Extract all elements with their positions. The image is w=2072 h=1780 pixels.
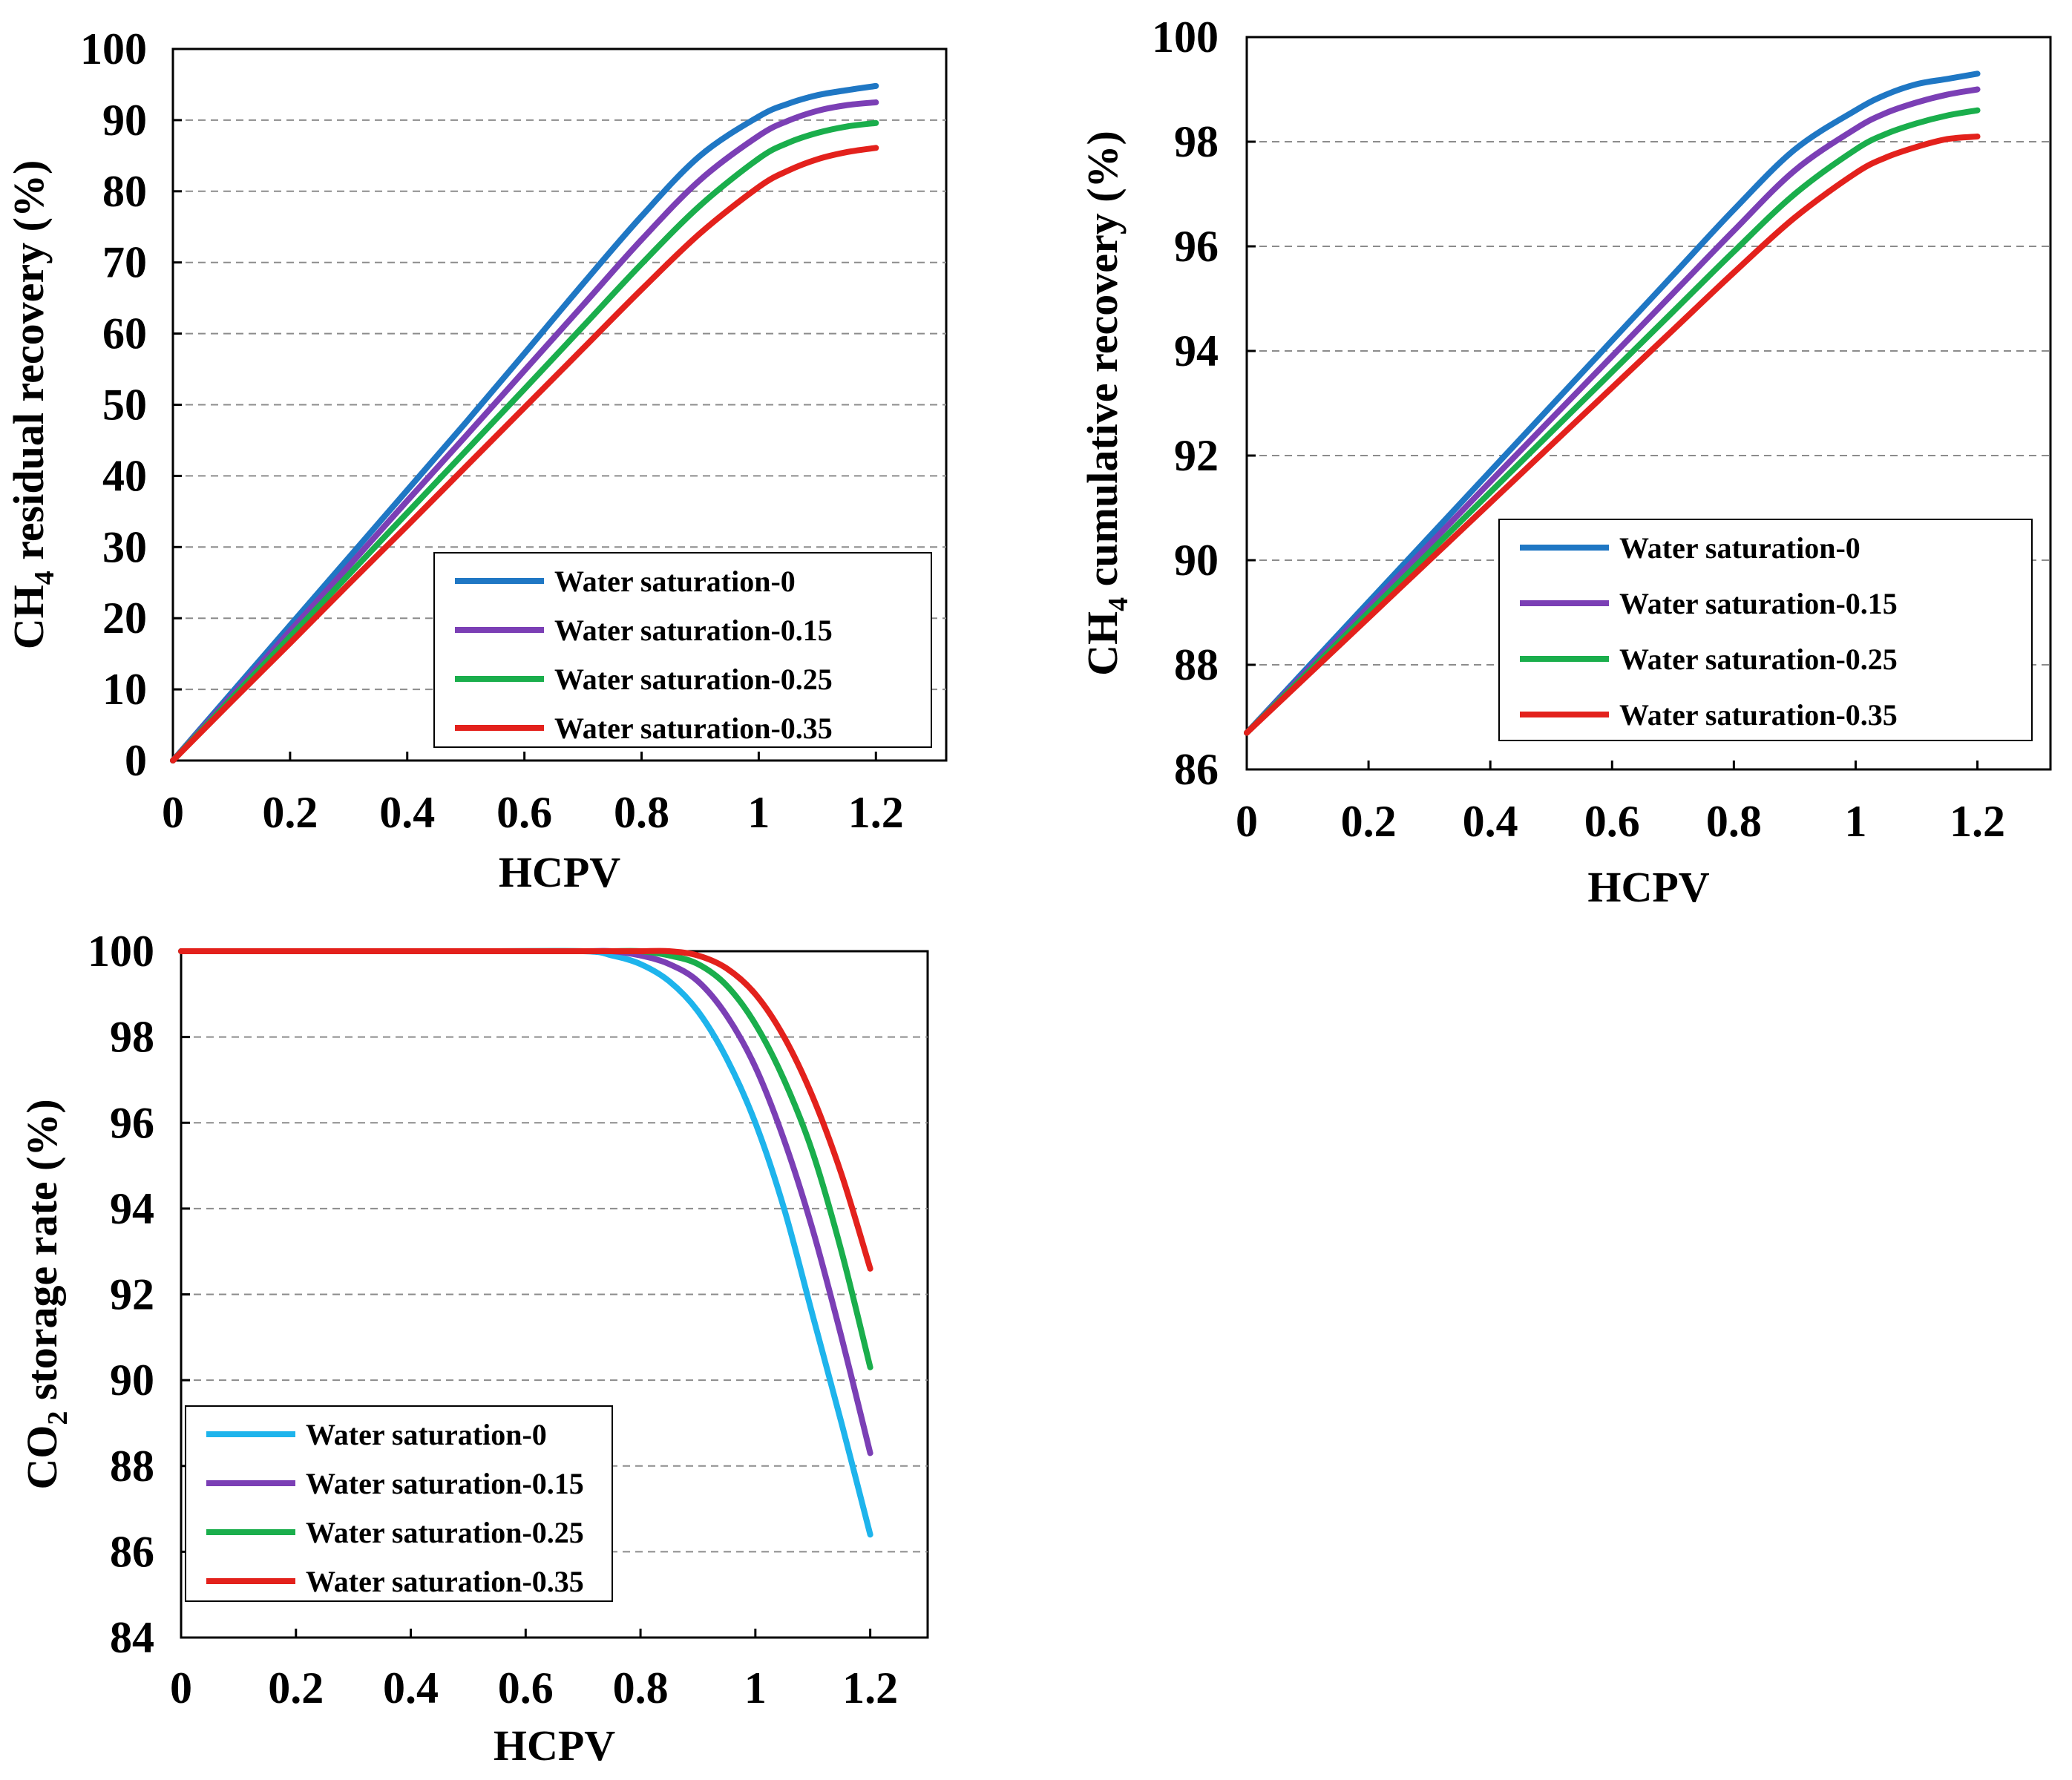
legend-label: Water saturation-0.35 xyxy=(1619,698,1898,732)
y-tick-label: 88 xyxy=(1174,640,1219,689)
y-tick-label: 92 xyxy=(1174,431,1219,480)
y-axis-title: CH4 residual recovery (%) xyxy=(4,160,60,650)
y-tick-label: 84 xyxy=(110,1613,154,1662)
x-tick-label: 0.4 xyxy=(1463,797,1518,846)
x-tick-label: 1.2 xyxy=(848,788,904,837)
y-tick-label: 90 xyxy=(1174,536,1219,585)
chart-panel-c: 84 86 88 90 92 94 96 98 100 0 0.2 0.4 0.6 0.8 1 1.2 Wate… xyxy=(18,927,929,1770)
x-tick-label: 1.2 xyxy=(842,1664,898,1712)
legend-label: Water saturation-0 xyxy=(554,565,796,598)
y-tick-label: 50 xyxy=(102,381,147,430)
legend-label: Water saturation-0.25 xyxy=(554,663,833,696)
x-axis-title: HCPV xyxy=(499,848,620,896)
legend-label: Water saturation-0.15 xyxy=(1619,587,1898,620)
legend-label: Water saturation-0.15 xyxy=(554,614,833,647)
y-tick-label: 80 xyxy=(102,167,147,216)
legend: Water saturation-0 Water saturation-0.15 W… xyxy=(185,1405,613,1602)
y-tick-label: 70 xyxy=(102,238,147,287)
series-line-3 xyxy=(1244,133,1981,736)
y-tick-label: 98 xyxy=(110,1013,154,1062)
x-tick-label: 0 xyxy=(170,1664,192,1712)
x-tick-label: 0.2 xyxy=(268,1664,324,1712)
legend-label: Water saturation-0 xyxy=(306,1418,547,1451)
x-tick-label: 0 xyxy=(1236,797,1258,846)
y-tick-label: 96 xyxy=(110,1098,154,1147)
x-axis-title: HCPV xyxy=(494,1721,615,1770)
chart-panel-b: 86 88 90 92 94 96 98 100 0 0.2 0.4 0.6 0.8 1 1.2 Water … xyxy=(1078,13,2052,911)
x-tick-label: 0.2 xyxy=(1341,797,1397,846)
x-tick-label: 0.2 xyxy=(262,788,318,837)
x-tick-label: 0.8 xyxy=(614,788,669,837)
x-tick-label: 1 xyxy=(747,788,770,837)
x-tick-label: 0.4 xyxy=(383,1664,439,1712)
y-tick-label: 94 xyxy=(110,1184,154,1233)
y-tick-label: 88 xyxy=(110,1442,154,1491)
y-axis-title: CH4 cumulative recovery (%) xyxy=(1078,131,1134,676)
x-tick-label: 0 xyxy=(162,788,184,837)
x-tick-label: 1 xyxy=(1844,797,1866,846)
x-axis-title: HCPV xyxy=(1587,863,1709,911)
x-tick-label: 1.2 xyxy=(1950,797,2005,846)
series-line-0 xyxy=(1244,70,1981,736)
y-tick-label: 92 xyxy=(110,1270,154,1319)
series-line-2 xyxy=(170,119,879,763)
legend: Water saturation-0 Water saturation-0.15 W… xyxy=(433,552,932,748)
y-tick-label: 0 xyxy=(125,736,147,785)
y-tick-label: 96 xyxy=(1174,222,1219,271)
y-tick-label: 86 xyxy=(1174,745,1219,794)
legend-box xyxy=(1498,519,2033,741)
y-tick-label: 90 xyxy=(110,1356,154,1405)
series-line-1 xyxy=(1244,86,1981,736)
chart-panel-a: 0 10 20 30 40 50 60 70 80 90 100 0 0.2 0.4 0.6 0.8 1 1.2 W… xyxy=(4,24,948,896)
legend-label: Water saturation-0 xyxy=(1619,531,1860,565)
y-tick-label: 86 xyxy=(110,1527,154,1576)
y-axis-title: CO2 storage rate (%) xyxy=(18,1099,73,1489)
y-tick-label: 100 xyxy=(80,24,147,73)
y-tick-label: 98 xyxy=(1174,117,1219,166)
series-line-3 xyxy=(178,948,873,1272)
y-tick-label: 100 xyxy=(1152,13,1219,62)
series-line-0 xyxy=(170,82,879,763)
x-tick-label: 0.6 xyxy=(496,788,552,837)
y-tick-label: 90 xyxy=(102,96,147,145)
x-tick-label: 0.6 xyxy=(1584,797,1640,846)
legend-box xyxy=(185,1405,613,1602)
y-tick-label: 94 xyxy=(1174,326,1219,375)
legend-box xyxy=(433,552,932,748)
x-tick-label: 1 xyxy=(744,1664,767,1712)
x-tick-label: 0.8 xyxy=(1706,797,1762,846)
legend: Water saturation-0 Water saturation-0.15 W… xyxy=(1498,519,2033,741)
y-tick-label: 40 xyxy=(102,451,147,500)
y-tick-label: 20 xyxy=(102,594,147,643)
legend-label: Water saturation-0.15 xyxy=(306,1467,584,1500)
y-tick-label: 30 xyxy=(102,522,147,571)
legend-label: Water saturation-0.35 xyxy=(554,712,833,745)
y-tick-label: 60 xyxy=(102,309,147,358)
series-line-1 xyxy=(170,99,879,763)
legend-label: Water saturation-0.25 xyxy=(1619,643,1898,676)
legend-label: Water saturation-0.35 xyxy=(306,1565,584,1598)
legend-label: Water saturation-0.25 xyxy=(306,1516,584,1549)
x-tick-label: 0.6 xyxy=(498,1664,554,1712)
x-tick-label: 0.8 xyxy=(613,1664,669,1712)
series-line-3 xyxy=(170,145,879,763)
y-tick-label: 100 xyxy=(88,927,154,976)
series-line-2 xyxy=(1244,107,1981,736)
x-tick-label: 0.4 xyxy=(379,788,435,837)
y-tick-label: 10 xyxy=(102,665,147,714)
